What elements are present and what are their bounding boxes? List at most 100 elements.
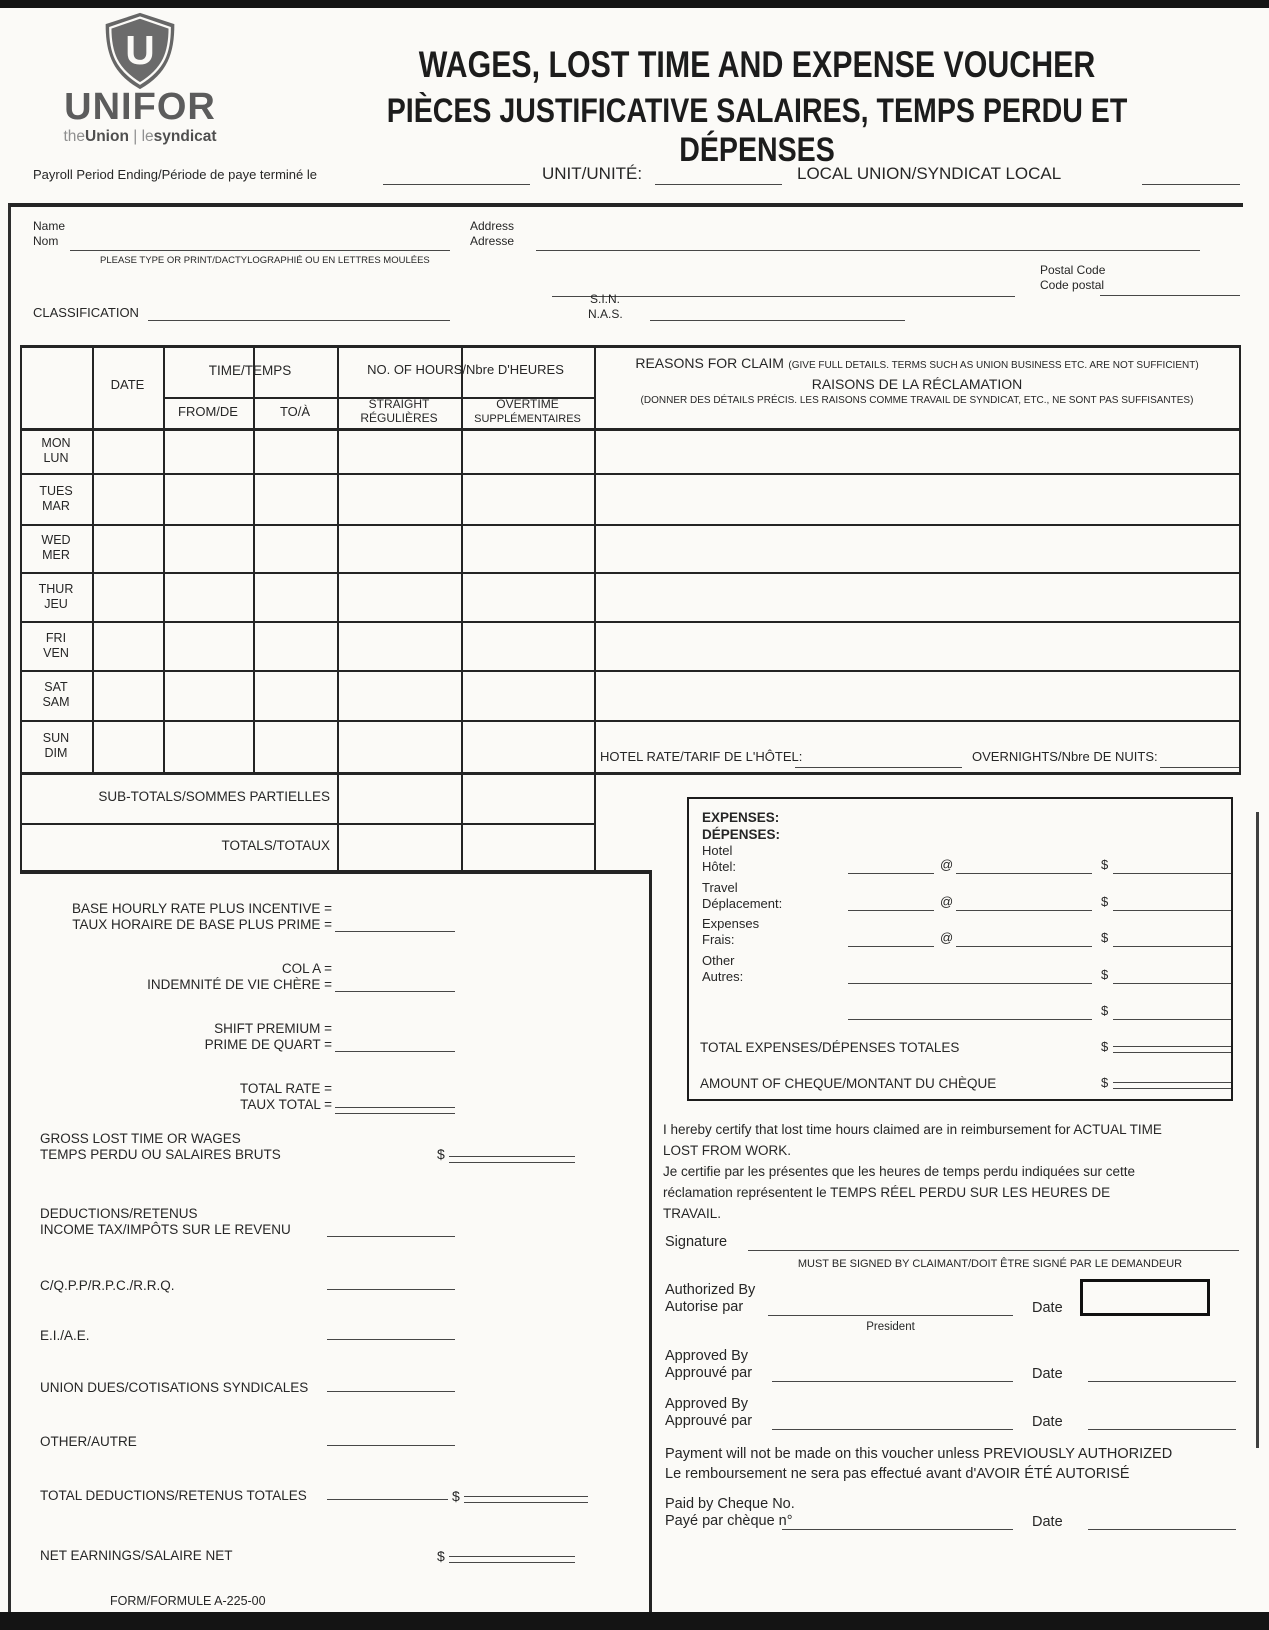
hotel-amount-field[interactable] <box>1113 871 1231 874</box>
postal-code-field[interactable] <box>1100 293 1240 296</box>
cell-tues-reasons[interactable] <box>594 473 1239 524</box>
misc-amount-field[interactable] <box>1113 944 1231 947</box>
cell-mon-overtime[interactable] <box>461 428 594 473</box>
travel-units-field[interactable] <box>848 908 934 911</box>
cell-thur-from[interactable] <box>163 572 253 621</box>
travel-amount-field[interactable] <box>1113 908 1231 911</box>
cell-wed-date[interactable] <box>92 524 163 572</box>
cell-mon-from[interactable] <box>163 428 253 473</box>
other-expense-amount-field[interactable] <box>1113 981 1231 984</box>
totals-label: TOTALS/TOTAUX <box>221 838 330 853</box>
cell-subtotal-straight[interactable] <box>337 774 461 822</box>
gross-amount-field[interactable] <box>449 1156 575 1163</box>
cell-sun-overtime[interactable] <box>461 720 594 772</box>
unit-field[interactable] <box>655 182 782 185</box>
name-field[interactable] <box>70 248 450 251</box>
cell-subtotal-overtime[interactable] <box>461 774 594 822</box>
cell-thur-reasons[interactable] <box>594 572 1239 621</box>
cheque-amount-field[interactable] <box>1113 1082 1231 1089</box>
total-deductions-amount-field[interactable] <box>464 1496 588 1503</box>
cell-sun-straight[interactable] <box>337 720 461 772</box>
cola-field[interactable] <box>335 989 455 992</box>
cell-mon-straight[interactable] <box>337 428 461 473</box>
other-expense-desc-field[interactable] <box>848 981 1092 984</box>
signature-field[interactable] <box>748 1248 1239 1251</box>
cell-fri-overtime[interactable] <box>461 621 594 670</box>
cell-sat-straight[interactable] <box>337 670 461 720</box>
grid-line-h <box>20 428 1241 431</box>
authorized-date-box[interactable] <box>1080 1279 1210 1316</box>
cell-thur-to[interactable] <box>253 572 337 621</box>
misc-units-field[interactable] <box>848 944 934 947</box>
misc-unit-rate-field[interactable] <box>956 944 1092 947</box>
cell-thur-date[interactable] <box>92 572 163 621</box>
payroll-period-field[interactable] <box>383 182 530 185</box>
overnights-field[interactable] <box>1160 765 1239 768</box>
total-expenses-field[interactable] <box>1113 1046 1231 1053</box>
income-tax-field[interactable] <box>327 1234 455 1237</box>
address-field-2[interactable] <box>552 294 1015 297</box>
local-union-field[interactable] <box>1142 182 1240 185</box>
hotel-unit-rate-field[interactable] <box>956 871 1092 874</box>
cell-sat-to[interactable] <box>253 670 337 720</box>
cell-wed-from[interactable] <box>163 524 253 572</box>
cell-tues-straight[interactable] <box>337 473 461 524</box>
misc-at-sign: @ <box>940 930 954 945</box>
cpp-field[interactable] <box>327 1287 455 1290</box>
cell-fri-from[interactable] <box>163 621 253 670</box>
union-dues-field[interactable] <box>327 1389 455 1392</box>
hotel-rate-field[interactable] <box>795 765 962 768</box>
address-field[interactable] <box>536 248 1200 251</box>
cell-wed-reasons[interactable] <box>594 524 1239 572</box>
authorized-by-field[interactable] <box>768 1313 1013 1316</box>
extra-expense-desc-field[interactable] <box>848 1017 1092 1020</box>
cell-sat-reasons[interactable] <box>594 670 1239 720</box>
total-rate-field[interactable] <box>335 1107 455 1114</box>
cell-fri-to[interactable] <box>253 621 337 670</box>
cell-tues-overtime[interactable] <box>461 473 594 524</box>
approved-by-2-field[interactable] <box>772 1427 1013 1430</box>
cell-thur-straight[interactable] <box>337 572 461 621</box>
net-earnings-dollar-sign: $ <box>437 1548 445 1564</box>
cell-fri-reasons[interactable] <box>594 621 1239 670</box>
cell-wed-to[interactable] <box>253 524 337 572</box>
classification-field[interactable] <box>148 318 450 321</box>
cell-tues-date[interactable] <box>92 473 163 524</box>
extra-expense-amount-field[interactable] <box>1113 1017 1231 1020</box>
cell-tues-from[interactable] <box>163 473 253 524</box>
approved-by-1-field[interactable] <box>772 1379 1013 1382</box>
total-deductions-field[interactable] <box>327 1497 448 1500</box>
cola-label-fr: INDEMNITÉ DE VIE CHÈRE = <box>147 977 332 992</box>
cell-fri-date[interactable] <box>92 621 163 670</box>
cell-tues-to[interactable] <box>253 473 337 524</box>
cell-sun-from[interactable] <box>163 720 253 772</box>
cell-total-straight[interactable] <box>337 825 461 869</box>
other-deduction-field[interactable] <box>327 1443 455 1446</box>
cell-wed-overtime[interactable] <box>461 524 594 572</box>
approved-date-2-field[interactable] <box>1088 1427 1236 1430</box>
travel-unit-rate-field[interactable] <box>956 908 1092 911</box>
cell-thur-overtime[interactable] <box>461 572 594 621</box>
base-rate-field[interactable] <box>335 929 455 932</box>
paid-date-field[interactable] <box>1088 1527 1236 1530</box>
cell-sat-overtime[interactable] <box>461 670 594 720</box>
net-earnings-field[interactable] <box>449 1556 575 1563</box>
cola-label-en: COL A = <box>281 961 332 976</box>
cell-sun-date[interactable] <box>92 720 163 772</box>
cell-sat-from[interactable] <box>163 670 253 720</box>
approved-date-1-field[interactable] <box>1088 1379 1236 1382</box>
cell-mon-to[interactable] <box>253 428 337 473</box>
cell-total-overtime[interactable] <box>461 825 594 869</box>
cheque-no-field[interactable] <box>782 1527 1013 1530</box>
cell-wed-straight[interactable] <box>337 524 461 572</box>
sin-field[interactable] <box>650 318 905 321</box>
hotel-units-field[interactable] <box>848 871 934 874</box>
ei-field[interactable] <box>327 1337 455 1340</box>
other-dollar-sign: $ <box>1101 967 1109 982</box>
cell-mon-reasons[interactable] <box>594 428 1239 473</box>
cell-mon-date[interactable] <box>92 428 163 473</box>
cell-sun-to[interactable] <box>253 720 337 772</box>
shift-premium-field[interactable] <box>335 1049 455 1052</box>
cell-sat-date[interactable] <box>92 670 163 720</box>
cell-fri-straight[interactable] <box>337 621 461 670</box>
